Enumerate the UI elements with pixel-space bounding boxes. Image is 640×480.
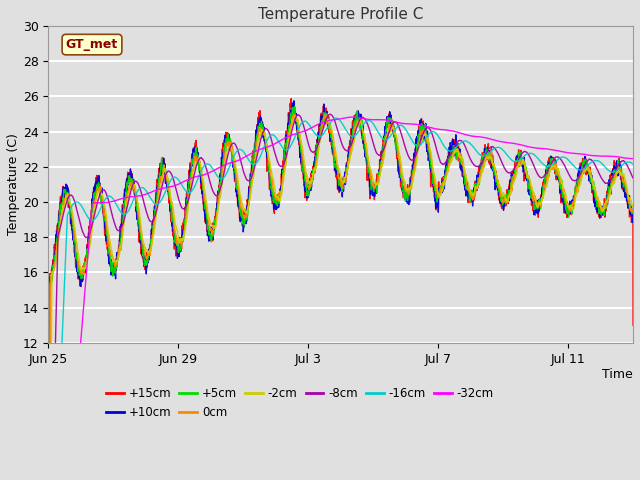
Title: Temperature Profile C: Temperature Profile C [258, 7, 424, 22]
X-axis label: Time: Time [602, 368, 633, 382]
Legend: +15cm, +10cm, +5cm, 0cm, -2cm, -8cm, -16cm, -32cm: +15cm, +10cm, +5cm, 0cm, -2cm, -8cm, -16… [106, 387, 493, 419]
Y-axis label: Temperature (C): Temperature (C) [7, 133, 20, 235]
Text: GT_met: GT_met [66, 38, 118, 51]
